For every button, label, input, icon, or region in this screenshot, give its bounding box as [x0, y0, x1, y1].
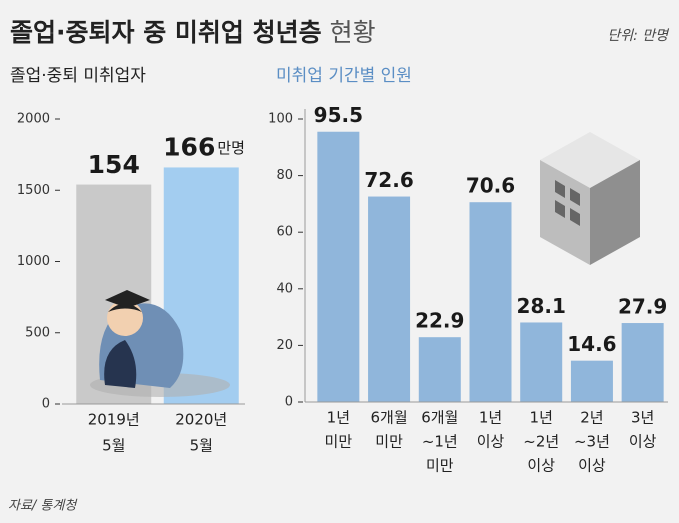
- x-tick-label: ~2년: [523, 433, 559, 451]
- source: 자료/ 통계청: [8, 499, 78, 514]
- x-tick-label: 미만: [325, 433, 353, 451]
- x-tick-label: 5월: [190, 437, 213, 455]
- x-tick-label: 2020년: [175, 411, 227, 429]
- bar: [520, 322, 563, 402]
- value-label: 22.9: [415, 309, 464, 333]
- value-label: 14.6: [567, 332, 616, 356]
- x-tick-label: 1년: [479, 409, 502, 427]
- y-tick-label: 2000: [17, 112, 50, 127]
- y-tick-label: 0: [42, 397, 50, 412]
- value-label: 95.5: [314, 103, 363, 127]
- value-label: 27.9: [618, 295, 667, 319]
- value-label: 154: [88, 150, 140, 179]
- x-tick-label: 이상: [527, 457, 555, 475]
- value-unit: 만명: [217, 139, 245, 157]
- x-tick-label: 이상: [629, 433, 657, 451]
- y-tick-label: 1000: [17, 254, 50, 269]
- y-tick-label: 100: [268, 112, 293, 127]
- y-tick-label: 80: [276, 168, 293, 183]
- x-tick-label: 3년: [631, 409, 654, 427]
- x-tick-label: 5월: [102, 437, 125, 455]
- bar: [317, 131, 360, 403]
- x-tick-label: ~3년: [574, 433, 610, 451]
- x-tick-label: 2년: [580, 409, 603, 427]
- y-tick-label: 60: [276, 225, 293, 240]
- bar: [621, 323, 664, 402]
- x-tick-label: 6개월: [421, 409, 458, 427]
- y-tick-label: 40: [276, 281, 293, 296]
- value-label: 72.6: [364, 168, 413, 192]
- x-tick-label: 미만: [375, 433, 403, 451]
- x-tick-label: 2019년: [88, 411, 140, 429]
- x-tick-label: ~1년: [422, 433, 458, 451]
- value-label: 28.1: [517, 294, 566, 318]
- bar: [368, 196, 411, 402]
- building-illustration: [540, 132, 640, 265]
- person-illustration: [90, 290, 230, 397]
- x-tick-label: 6개월: [370, 409, 407, 427]
- y-tick-label: 20: [276, 338, 293, 353]
- title-bold: 졸업·중퇴자 중 미취업 청년층: [10, 18, 322, 47]
- bar: [570, 360, 613, 402]
- x-tick-label: 1년: [327, 409, 350, 427]
- chart-subtitle: 미취업 기간별 인원: [276, 66, 412, 86]
- value-label: 70.6: [466, 174, 515, 198]
- y-tick-label: 0: [285, 395, 293, 410]
- title: 졸업·중퇴자 중 미취업 청년층 현황: [10, 18, 376, 47]
- chart-subtitle: 졸업·중퇴 미취업자: [10, 66, 146, 86]
- value-label: 166: [163, 133, 215, 162]
- y-tick-label: 1500: [17, 183, 50, 198]
- y-tick-label: 500: [25, 325, 50, 340]
- bar: [469, 202, 512, 402]
- x-tick-label: 미만: [426, 457, 454, 475]
- title-light: 현황: [330, 18, 376, 47]
- unit-note: 단위: 만명: [607, 28, 670, 44]
- x-tick-label: 1년: [530, 409, 553, 427]
- bar: [418, 337, 461, 402]
- x-tick-label: 이상: [477, 433, 505, 451]
- x-tick-label: 이상: [578, 457, 606, 475]
